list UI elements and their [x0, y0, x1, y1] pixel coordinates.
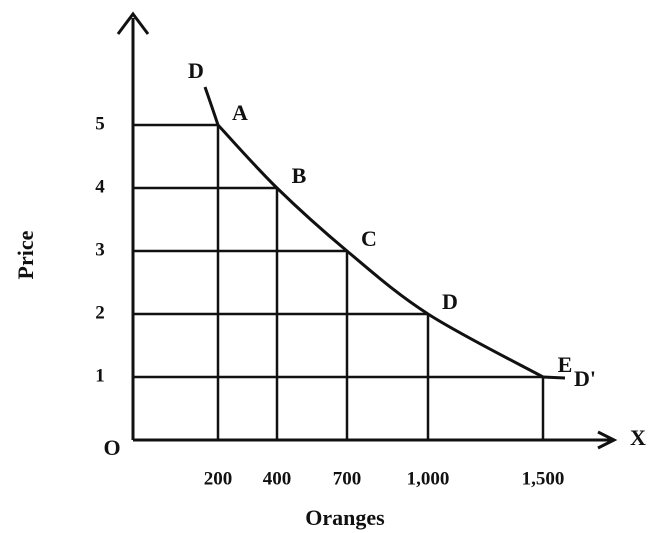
- y-tick-label: 5: [95, 113, 105, 134]
- y-tick-label: 3: [95, 239, 105, 260]
- curve-start-label: D: [188, 58, 204, 83]
- point-label: C: [361, 226, 377, 251]
- x-tick-label: 200: [204, 468, 233, 489]
- point-label: A: [232, 100, 248, 125]
- x-tick-label: 700: [333, 468, 362, 489]
- y-tick-label: 4: [95, 176, 105, 197]
- demand-curve: [216, 123, 544, 379]
- x-tick-label: 1,000: [407, 468, 450, 489]
- y-tick-label: 2: [95, 302, 105, 323]
- y-tick-label: 1: [95, 365, 105, 386]
- point-label: B: [292, 163, 307, 188]
- y-axis-arrow: [116, 11, 150, 35]
- curve-extension: [203, 86, 220, 126]
- curve-extension: [542, 375, 566, 380]
- point-label: E: [558, 352, 573, 377]
- x-axis-arrow: [597, 430, 618, 450]
- x-tick-label: 400: [263, 468, 292, 489]
- origin-label: O: [103, 435, 120, 460]
- curve-end-label: D': [574, 366, 596, 391]
- x-axis-label: Oranges: [305, 505, 385, 530]
- x-tick-label: 1,500: [522, 468, 565, 489]
- x-axis-end-label: X: [630, 425, 646, 450]
- point-label: D: [442, 289, 458, 314]
- y-axis-label: Price: [13, 230, 38, 279]
